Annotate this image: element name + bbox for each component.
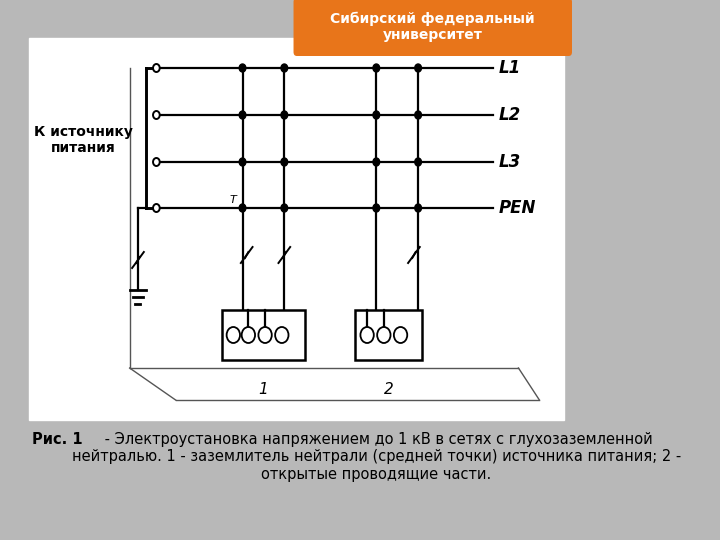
- Circle shape: [415, 111, 421, 119]
- Text: L2: L2: [498, 106, 521, 124]
- Circle shape: [361, 327, 374, 343]
- Circle shape: [242, 327, 255, 343]
- Circle shape: [415, 204, 421, 212]
- Circle shape: [258, 327, 271, 343]
- Text: К источнику
питания: К источнику питания: [34, 125, 133, 155]
- Circle shape: [281, 64, 288, 72]
- Circle shape: [239, 111, 246, 119]
- Text: L1: L1: [498, 59, 521, 77]
- Circle shape: [373, 111, 379, 119]
- Circle shape: [415, 158, 421, 166]
- Circle shape: [275, 327, 289, 343]
- Circle shape: [153, 111, 160, 119]
- Circle shape: [153, 64, 160, 72]
- Circle shape: [281, 204, 288, 212]
- Text: T: T: [229, 195, 236, 205]
- Circle shape: [394, 327, 408, 343]
- Circle shape: [373, 158, 379, 166]
- Circle shape: [153, 204, 160, 212]
- Circle shape: [281, 158, 288, 166]
- Circle shape: [239, 158, 246, 166]
- Circle shape: [239, 204, 246, 212]
- Text: 2: 2: [384, 382, 394, 397]
- Bar: [222, 310, 305, 360]
- Text: Сибирский федеральный
университет: Сибирский федеральный университет: [330, 12, 535, 42]
- Bar: [356, 310, 423, 360]
- Circle shape: [415, 64, 421, 72]
- FancyBboxPatch shape: [294, 0, 572, 56]
- Text: 1: 1: [258, 382, 269, 397]
- Text: - Электроустановка напряжением до 1 кВ в сетях с глухозаземленной
нейтралью. 1 -: - Электроустановка напряжением до 1 кВ в…: [72, 432, 681, 482]
- Text: L3: L3: [498, 153, 521, 171]
- Circle shape: [373, 64, 379, 72]
- Text: PEN: PEN: [498, 199, 536, 217]
- Text: Рис. 1: Рис. 1: [32, 432, 82, 447]
- Bar: [30, 38, 564, 420]
- Circle shape: [153, 158, 160, 166]
- Circle shape: [373, 204, 379, 212]
- Circle shape: [281, 111, 288, 119]
- Circle shape: [227, 327, 240, 343]
- Circle shape: [377, 327, 390, 343]
- Circle shape: [239, 64, 246, 72]
